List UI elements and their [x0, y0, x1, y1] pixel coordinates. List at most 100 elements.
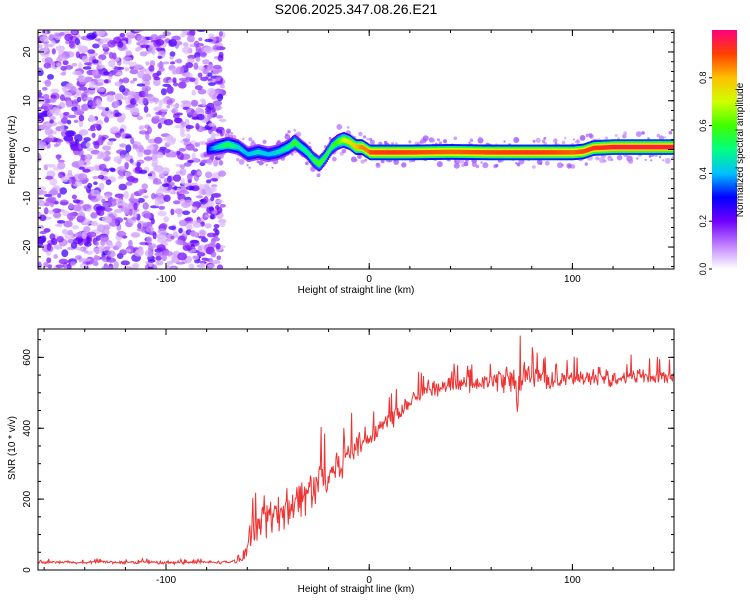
noise-blob	[108, 60, 116, 68]
noise-blob	[56, 236, 64, 243]
ridge-cell	[401, 150, 404, 155]
ridge-cell	[454, 149, 456, 155]
noise-blob	[100, 170, 109, 176]
ridge-cell	[493, 150, 495, 155]
x-tick-label: 100	[564, 575, 581, 586]
noise-blob	[199, 98, 206, 103]
noise-blob	[63, 111, 70, 116]
noise-blob	[157, 152, 164, 159]
ridge-cell	[257, 149, 260, 155]
noise-blob	[46, 110, 52, 116]
ridge-cell	[222, 143, 225, 148]
ridge-cell	[362, 145, 365, 151]
noise-blob	[200, 76, 209, 82]
noise-blob	[154, 136, 163, 144]
ridge-cell	[256, 149, 259, 155]
ridge-halo	[393, 159, 400, 165]
ridge-halo	[262, 139, 267, 144]
noise-blob	[160, 167, 170, 175]
noise-blob	[140, 44, 150, 49]
ridge-cell	[610, 145, 612, 150]
ridge-halo	[484, 162, 486, 165]
noise-blob	[60, 176, 69, 183]
noise-blob	[139, 125, 145, 130]
ridge-cell	[376, 150, 378, 155]
noise-blob	[123, 217, 128, 221]
ridge-cell	[646, 144, 649, 150]
ridge-cell	[248, 152, 250, 157]
ridge-cell	[588, 147, 591, 152]
ridge-cell	[621, 144, 623, 150]
ridge-halo	[236, 157, 240, 162]
ridge-cell	[499, 150, 502, 155]
noise-blob	[158, 99, 163, 108]
noise-blob	[178, 227, 183, 234]
ridge-cell	[326, 152, 328, 157]
noise-blob	[91, 189, 101, 197]
noise-blob	[163, 216, 170, 223]
ridge-cell	[634, 144, 637, 150]
ridge-halo	[469, 138, 474, 143]
noise-blob	[147, 266, 154, 269]
ridge-halo	[480, 161, 483, 164]
ridge-cell	[452, 149, 455, 155]
ridge-cell	[490, 150, 493, 155]
ridge-cell	[591, 146, 594, 151]
ridge-cell	[435, 149, 438, 155]
colorbar-tick-label: 0.0	[698, 263, 708, 276]
noise-blob	[133, 30, 144, 33]
ridge-cell	[599, 145, 601, 150]
noise-blob	[86, 231, 97, 238]
ridge-cell	[482, 150, 484, 155]
ridge-cell	[461, 149, 464, 155]
ridge-cell	[556, 150, 559, 155]
noise-blob	[65, 130, 75, 137]
ridge-cell	[381, 150, 383, 155]
noise-blob	[69, 138, 74, 145]
ridge-halo	[222, 131, 226, 135]
ridge-cell	[365, 147, 367, 152]
ridge-cell	[615, 144, 617, 150]
ridge-cell	[445, 149, 448, 155]
noise-blob	[82, 66, 92, 70]
noise-blob	[107, 200, 117, 207]
noise-blob	[98, 182, 105, 191]
noise-blob	[131, 216, 137, 221]
ridge-halo	[271, 166, 274, 169]
noise-blob	[83, 250, 89, 254]
noise-blob	[131, 263, 138, 269]
noise-blob	[177, 252, 188, 261]
ridge-cell	[651, 144, 654, 150]
ridge-cell	[402, 150, 405, 155]
ridge-halo	[644, 158, 647, 161]
noise-blob	[160, 113, 166, 118]
noise-blob	[215, 115, 223, 119]
noise-blob	[163, 119, 174, 126]
ridge-cell	[218, 144, 221, 149]
noise-blob	[195, 107, 202, 114]
ridge-halo	[572, 138, 575, 141]
noise-blob	[43, 261, 49, 268]
noise-blob	[153, 78, 161, 87]
ridge-cell	[327, 150, 330, 155]
ridge-cell	[404, 150, 406, 155]
ridge-cell	[245, 151, 248, 156]
noise-blob	[82, 204, 92, 210]
noise-blob	[115, 240, 122, 249]
x-tick-label: 0	[366, 575, 372, 586]
ridge-cell	[620, 144, 622, 150]
noise-blob	[150, 149, 159, 155]
noise-blob	[121, 112, 126, 121]
noise-blob	[62, 60, 69, 66]
ridge-cell	[593, 145, 595, 151]
noise-blob	[50, 188, 58, 196]
noise-blob	[183, 199, 194, 207]
noise-blob	[57, 192, 62, 198]
noise-blob	[144, 81, 151, 86]
ridge-halo	[206, 159, 213, 166]
noise-blob	[106, 257, 117, 263]
noise-blob	[189, 30, 196, 37]
noise-blob	[38, 153, 41, 162]
ridge-cell	[359, 144, 361, 150]
noise-blob	[130, 137, 135, 145]
